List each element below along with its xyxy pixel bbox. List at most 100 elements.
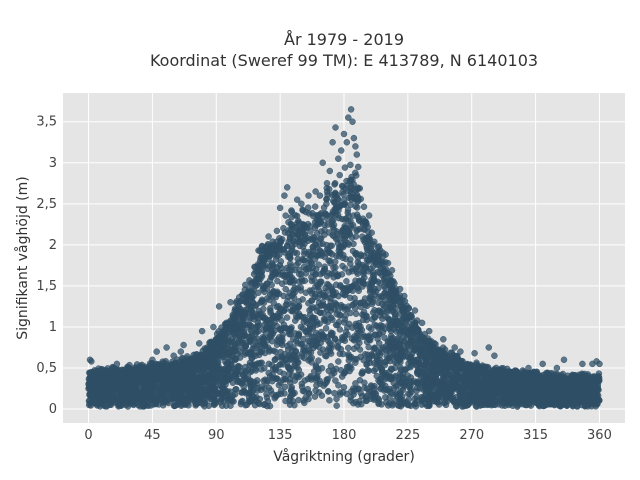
data-point — [384, 315, 392, 322]
data-point — [171, 402, 179, 409]
data-point — [231, 370, 238, 378]
data-point — [396, 341, 403, 349]
data-point — [273, 375, 281, 382]
data-point — [308, 314, 316, 322]
data-point — [325, 270, 333, 277]
data-point — [85, 401, 93, 409]
data-point — [386, 300, 393, 308]
data-point — [217, 343, 224, 351]
data-point — [313, 321, 321, 328]
data-point — [381, 289, 388, 297]
chart-title-line1: År 1979 - 2019 — [284, 30, 404, 49]
data-point — [253, 328, 260, 336]
data-point — [328, 284, 335, 291]
data-point — [283, 356, 290, 364]
data-point — [341, 265, 349, 272]
data-point — [347, 256, 354, 263]
data-point — [235, 362, 242, 370]
data-point — [328, 341, 335, 349]
data-point — [258, 347, 266, 355]
data-point — [350, 345, 358, 353]
data-point — [260, 299, 268, 306]
data-point — [372, 366, 379, 373]
data-point — [352, 398, 359, 406]
data-point — [405, 396, 413, 403]
data-point — [351, 333, 358, 340]
data-point — [274, 277, 281, 285]
data-point — [262, 325, 270, 333]
data-point — [255, 315, 262, 322]
data-point — [402, 375, 409, 383]
data-point — [332, 289, 339, 296]
data-point — [270, 347, 277, 355]
data-point — [332, 377, 339, 384]
data-point — [330, 274, 337, 281]
data-point — [269, 365, 277, 373]
data-point — [310, 333, 317, 341]
data-point — [295, 310, 303, 317]
data-point — [311, 393, 319, 400]
data-point — [321, 316, 329, 323]
data-point — [320, 309, 327, 317]
data-point — [324, 388, 332, 395]
data-point — [349, 324, 356, 331]
data-point — [150, 401, 157, 408]
data-point — [309, 339, 317, 347]
data-point — [321, 253, 328, 261]
data-point — [299, 296, 306, 303]
data-point — [362, 394, 370, 401]
data-point — [364, 367, 371, 374]
data-point — [339, 389, 347, 396]
data-point — [356, 376, 364, 384]
data-point — [332, 264, 339, 271]
data-point — [224, 397, 232, 404]
data-point — [426, 401, 433, 408]
data-point — [282, 285, 289, 293]
data-point — [281, 273, 289, 280]
data-point — [292, 347, 300, 355]
data-point — [295, 396, 302, 404]
data-point — [318, 364, 326, 372]
data-point — [237, 400, 245, 408]
data-point — [247, 306, 255, 313]
data-point — [220, 384, 227, 392]
data-point — [338, 244, 345, 251]
data-point — [378, 300, 386, 308]
data-point — [449, 377, 457, 385]
data-point — [97, 377, 105, 385]
data-point — [341, 332, 349, 340]
data-point — [289, 290, 297, 298]
data-point — [345, 241, 353, 248]
data-point — [377, 309, 385, 316]
data-point — [265, 384, 273, 392]
data-point — [291, 362, 299, 370]
data-point — [264, 337, 271, 344]
data-point — [247, 397, 254, 405]
data-point — [295, 373, 302, 381]
data-point — [348, 234, 356, 241]
data-point — [361, 384, 368, 391]
data-point — [282, 301, 290, 309]
data-point — [489, 374, 497, 382]
data-point — [210, 400, 218, 408]
data-point — [333, 402, 340, 409]
data-point — [371, 344, 378, 351]
data-point — [312, 363, 320, 371]
data-point — [255, 289, 262, 297]
data-point — [584, 384, 592, 391]
data-point — [291, 284, 298, 292]
data-point — [301, 354, 308, 362]
data-point — [338, 373, 346, 380]
data-point — [115, 377, 122, 384]
data-point — [378, 366, 386, 374]
data-point — [383, 398, 390, 406]
data-point — [363, 313, 370, 321]
data-point — [246, 359, 254, 367]
data-point — [359, 333, 367, 341]
data-point — [336, 350, 344, 358]
data-point — [276, 326, 284, 333]
data-point — [381, 359, 388, 366]
data-point — [413, 384, 421, 392]
data-point — [355, 278, 363, 285]
data-point — [392, 305, 399, 312]
